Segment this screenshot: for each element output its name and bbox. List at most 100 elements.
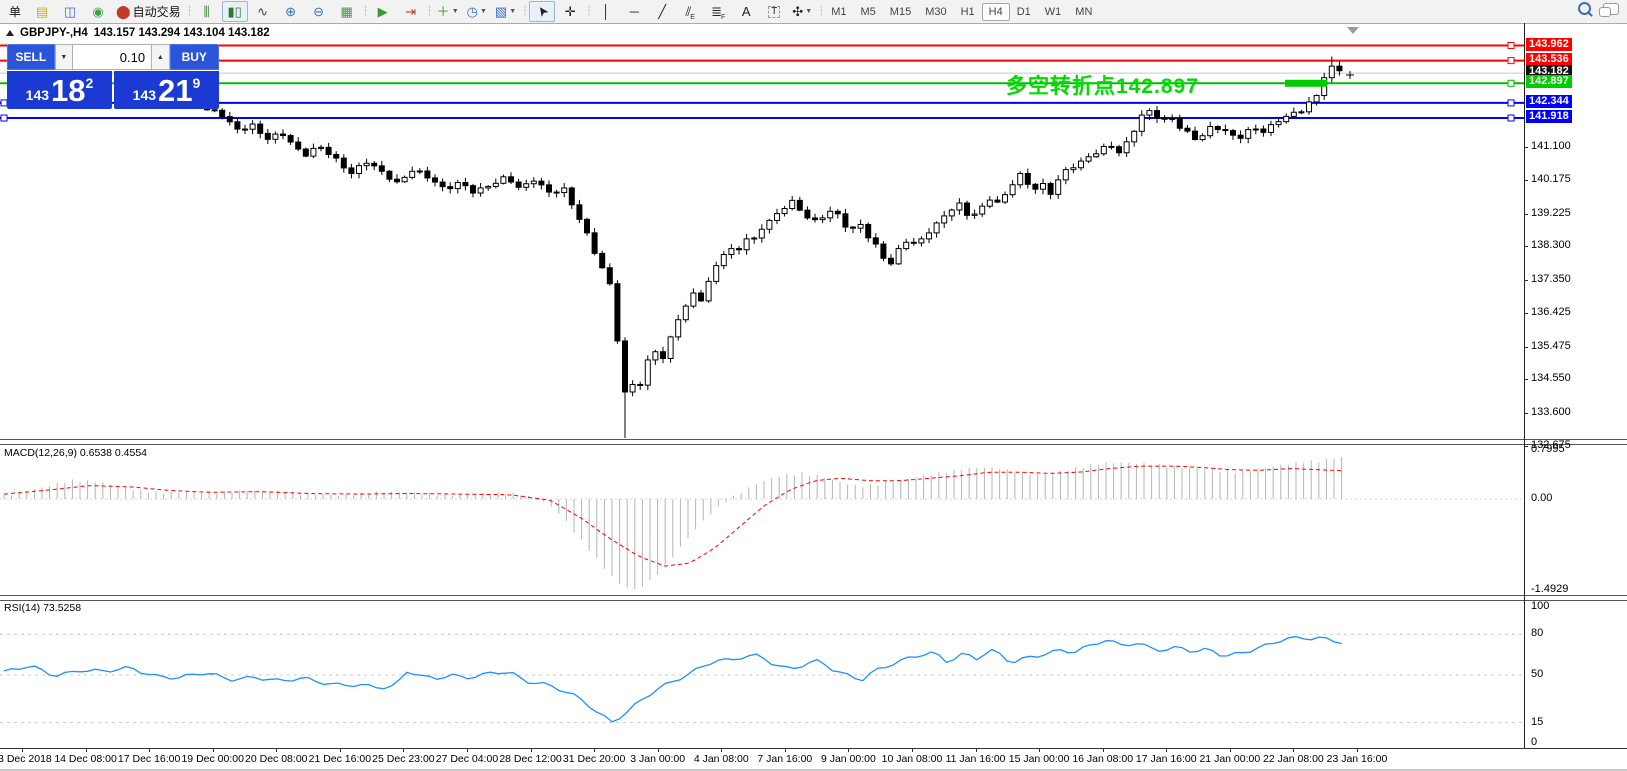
splitter-main-macd[interactable]: [0, 439, 1627, 445]
timeframe-m1-button[interactable]: M1: [831, 5, 847, 18]
timeframe-h4-button[interactable]: H4: [981, 2, 1010, 21]
price-level-badge: 143.962: [1526, 37, 1572, 51]
horizontal-line-icon[interactable]: ─: [629, 4, 639, 19]
time-tick-mark: [530, 748, 532, 752]
symbol-period-label: GBPJPY-,H4: [20, 27, 88, 39]
volume-increase-button[interactable]: ▲: [151, 44, 170, 70]
time-tick-mark: [784, 748, 786, 752]
equidistant-channel-icon[interactable]: ⫽ E: [685, 4, 695, 21]
toolbar-separator: ┆: [586, 6, 592, 17]
rsi-panel[interactable]: [0, 601, 1524, 748]
time-tick-mark: [212, 748, 214, 752]
collapse-arrow-icon[interactable]: [6, 30, 14, 36]
main-toolbar: 单 ▤ ◫ ◉ ⬤ 自动交易 ┆ ⫼ ▮▯ ∿ ⊕ ⊖ ▦ ┆ ▶ ⇥ ┆ ＋ ▼ ◷ ▼ ▧ ▼ ┆ ➤ ✛ ┆ │ ─ ╱ ⫽ E ≣ F A T…: [0, 0, 1627, 24]
chat-icon[interactable]: [1599, 2, 1619, 17]
timeframe-m15-button[interactable]: M15: [889, 5, 912, 18]
time-axis-border: [0, 748, 1627, 749]
period-icon[interactable]: ◷ ▼: [466, 4, 487, 19]
buy-price-big-figure: 143: [132, 87, 157, 103]
sell-button[interactable]: SELL: [7, 44, 55, 70]
time-tick-mark: [1293, 748, 1295, 752]
new-chart-icon[interactable]: ＋ ▼: [436, 4, 459, 19]
volume-input[interactable]: [73, 44, 152, 70]
time-axis-label: 9 Jan 00:00: [820, 753, 876, 765]
price-level-badge: 143.536: [1526, 52, 1572, 66]
timeframe-m30-button[interactable]: M30: [925, 5, 947, 18]
toolbar-separator: ┆: [186, 6, 193, 17]
time-axis-label: 4 Jan 08:00: [693, 753, 749, 765]
signals-icon[interactable]: ◉: [92, 4, 104, 19]
price-tick-mark: [1524, 213, 1528, 215]
zoom-out-icon[interactable]: ⊖: [313, 4, 325, 19]
timeframe-m5-button[interactable]: M5: [860, 5, 876, 18]
fibonacci-icon[interactable]: ≣ F: [711, 4, 726, 21]
price-tick-mark: [1524, 346, 1528, 348]
bar-chart-icon[interactable]: ⫼: [203, 4, 210, 19]
buy-price-display[interactable]: 143 21 9: [114, 71, 219, 109]
time-tick-mark: [1356, 748, 1358, 752]
time-axis-label: 19 Dec 00:00: [181, 753, 244, 765]
time-tick-mark: [403, 748, 405, 752]
time-axis-label: 13 Dec 2018: [0, 753, 52, 765]
trendline-icon[interactable]: ╱: [658, 4, 667, 19]
toolbar-separator: ┆: [426, 6, 433, 17]
candlestick-chart-icon[interactable]: ▮▯: [221, 1, 248, 22]
macd-panel[interactable]: [0, 446, 1524, 596]
buy-button[interactable]: BUY: [169, 44, 220, 70]
cursor-icon[interactable]: ➤: [529, 1, 556, 22]
volume-decrease-button[interactable]: ▼: [54, 44, 74, 70]
text-label-icon[interactable]: T: [761, 1, 787, 22]
sell-price-point: 2: [85, 75, 94, 91]
arrows-icon[interactable]: ✣ ▼: [792, 4, 813, 19]
line-chart-icon[interactable]: ∿: [257, 4, 269, 19]
time-axis-label: 25 Dec 23:00: [372, 753, 435, 765]
macd-axis-label: -1.4929: [1531, 583, 1569, 596]
crosshair-icon[interactable]: ✛: [564, 4, 576, 19]
auto-scroll-icon[interactable]: ▶: [377, 4, 388, 19]
autotrade-icon[interactable]: ⬤ 自动交易: [116, 4, 181, 19]
time-axis-label: 20 Dec 08:00: [245, 753, 308, 765]
chart-shift-marker-icon[interactable]: [1347, 27, 1359, 34]
time-tick-mark: [1039, 748, 1041, 752]
timeframe-w1-button[interactable]: W1: [1044, 5, 1062, 18]
price-tick-label: 137.350: [1531, 273, 1571, 286]
window-bottom-edge: [0, 769, 1627, 771]
search-icon[interactable]: [1578, 2, 1591, 15]
text-icon[interactable]: A: [741, 4, 751, 19]
timeframe-h1-button[interactable]: H1: [960, 5, 975, 18]
timeframe-mn-button[interactable]: MN: [1075, 5, 1093, 18]
price-tick-label: 135.475: [1531, 339, 1571, 352]
template-icon[interactable]: ▧ ▼: [494, 4, 517, 19]
price-tick-mark: [1524, 179, 1528, 181]
zoom-in-icon[interactable]: ⊕: [285, 4, 297, 19]
time-axis-label: 21 Jan 00:00: [1199, 753, 1261, 765]
time-tick-mark: [149, 748, 151, 752]
vertical-line-icon[interactable]: │: [602, 4, 611, 19]
main-chart[interactable]: [0, 40, 1524, 438]
splitter-macd-rsi[interactable]: [0, 595, 1627, 601]
toolbar-separator: ┆: [818, 6, 824, 17]
time-tick-mark: [1102, 748, 1104, 752]
sell-price-display[interactable]: 143 18 2: [7, 71, 112, 109]
price-tick-label: 136.425: [1531, 305, 1571, 318]
timeframe-d1-button[interactable]: D1: [1016, 5, 1031, 18]
buy-price-point: 9: [192, 75, 201, 91]
toolbar-separator: ┆: [362, 6, 369, 17]
price-tick-mark: [1524, 147, 1528, 149]
order-label: 单: [8, 5, 21, 19]
time-axis-label: 27 Dec 04:00: [435, 753, 499, 765]
time-tick-mark: [276, 748, 278, 752]
macd-indicator-label: MACD(12,26,9) 0.6538 0.4554: [4, 447, 148, 459]
time-tick-mark: [22, 748, 23, 752]
market-watch-icon[interactable]: ◫: [63, 4, 77, 19]
chart-shift-icon[interactable]: ⇥: [405, 4, 417, 19]
time-tick-mark: [466, 748, 468, 752]
time-axis-label: 10 Jan 08:00: [881, 753, 943, 765]
tile-windows-icon[interactable]: ▦: [340, 4, 353, 19]
time-tick-mark: [911, 748, 913, 752]
time-axis-label: 28 Dec 12:00: [499, 753, 562, 765]
new-order-icon[interactable]: ▤: [35, 4, 49, 19]
price-tick-label: 141.100: [1531, 140, 1571, 153]
time-tick-mark: [721, 748, 723, 752]
price-level-badge: 141.918: [1526, 110, 1572, 124]
